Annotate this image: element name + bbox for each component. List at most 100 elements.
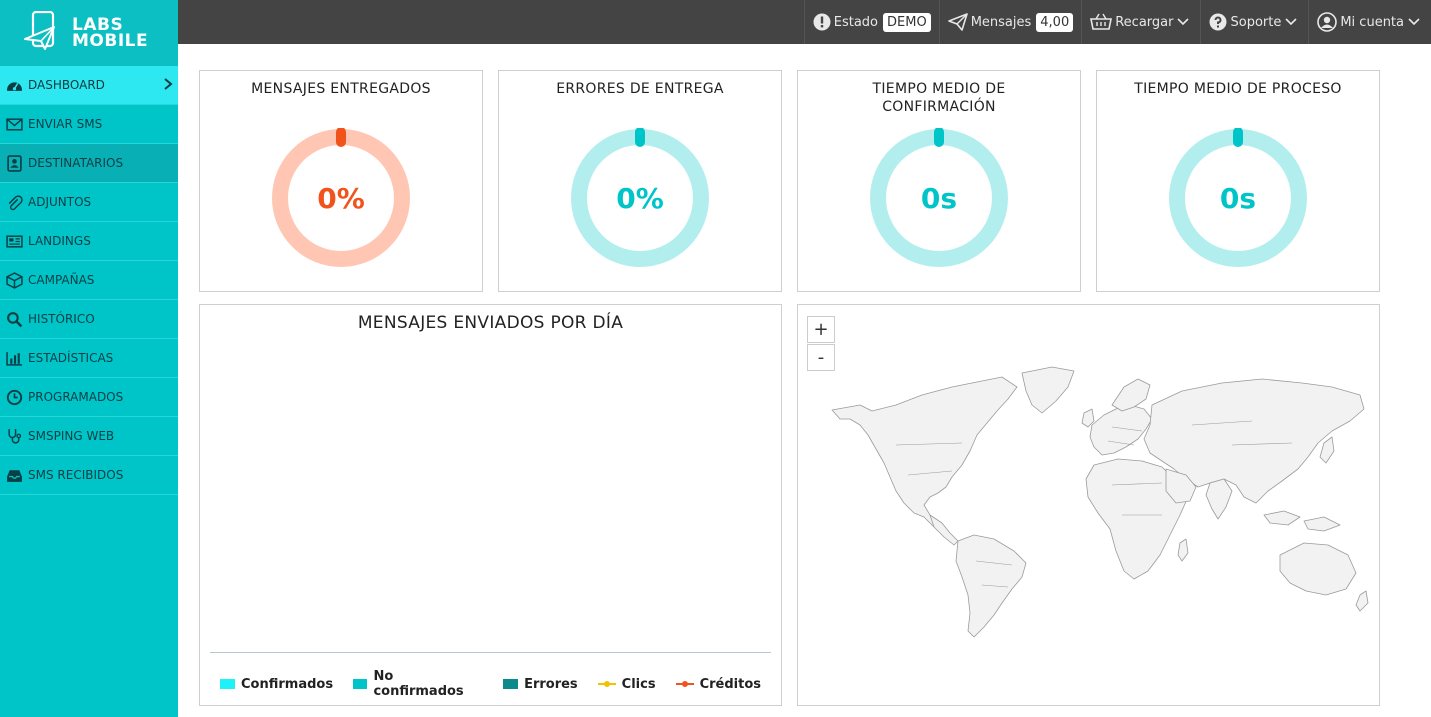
sidebar-item-sms-recibidos[interactable]: SMS RECIBIDOS bbox=[0, 456, 178, 495]
kpi-title: MENSAJES ENTREGADOS bbox=[251, 81, 431, 97]
cuenta-label: Mi cuenta bbox=[1340, 14, 1404, 30]
world-map[interactable] bbox=[812, 365, 1372, 645]
sidebar-item-label: ADJUNTOS bbox=[28, 195, 92, 209]
logo-line-2: MOBILE bbox=[72, 31, 149, 51]
legend-label: Créditos bbox=[699, 676, 761, 692]
chevron-down-icon bbox=[1285, 18, 1297, 26]
chart-title: MENSAJES ENVIADOS POR DÍA bbox=[357, 313, 624, 333]
sidebar-item-label: PROGRAMADOS bbox=[28, 390, 124, 404]
basket-icon bbox=[1090, 13, 1113, 30]
sidebar-item-label: HISTÓRICO bbox=[28, 312, 95, 326]
donut-marker bbox=[635, 128, 645, 147]
sidebar-item-label: ESTADÍSTICAS bbox=[28, 351, 114, 365]
sidebar-item-historico[interactable]: HISTÓRICO bbox=[0, 300, 178, 339]
world-map-card: + - bbox=[797, 304, 1380, 706]
contacts-icon bbox=[4, 153, 24, 173]
logo-line-1: LABS bbox=[72, 15, 124, 35]
kpi-card-tiempo-proceso: TIEMPO MEDIO DE PROCESO 0s bbox=[1096, 70, 1380, 292]
stethoscope-icon bbox=[4, 426, 24, 446]
sidebar-item-estadisticas[interactable]: ESTADÍSTICAS bbox=[0, 339, 178, 378]
donut-marker bbox=[1233, 128, 1243, 147]
estado-badge: DEMO bbox=[883, 12, 931, 32]
sidebar-item-landings[interactable]: LANDINGS bbox=[0, 222, 178, 261]
kpi-title: TIEMPO MEDIO DE PROCESO bbox=[1134, 81, 1342, 97]
sidebar-item-label: CAMPAÑAS bbox=[28, 273, 95, 287]
legend-line-swatch bbox=[675, 679, 694, 689]
kpi-donut bbox=[571, 128, 709, 267]
chevron-right-icon bbox=[164, 78, 173, 90]
alert-icon bbox=[813, 13, 831, 31]
logo-phone-icon bbox=[24, 10, 62, 55]
sidebar-item-programados[interactable]: PROGRAMADOS bbox=[0, 378, 178, 417]
sidebar-item-enviar-sms[interactable]: ENVIAR SMS bbox=[0, 105, 178, 144]
sidebar-item-label: DASHBOARD bbox=[28, 78, 105, 92]
recargar-menu[interactable]: Recargar bbox=[1081, 0, 1200, 44]
chart-legend: Confirmados No confirmados Errores Clics… bbox=[210, 652, 771, 699]
legend-item-creditos[interactable]: Créditos bbox=[675, 676, 761, 692]
kpi-donut bbox=[272, 128, 410, 267]
soporte-menu[interactable]: Soporte bbox=[1200, 0, 1308, 44]
bar-chart-icon bbox=[4, 348, 24, 368]
kpi-title: TIEMPO MEDIO DE CONFIRMACIÓN bbox=[872, 81, 1006, 115]
mensajes-menu[interactable]: Mensajes 4,00 bbox=[938, 0, 1082, 44]
sidebar-item-adjuntos[interactable]: ADJUNTOS bbox=[0, 183, 178, 222]
cuenta-menu[interactable]: Mi cuenta bbox=[1308, 0, 1431, 44]
inbox-icon bbox=[4, 465, 24, 485]
mensajes-badge: 4,00 bbox=[1036, 12, 1074, 32]
dashboard-icon bbox=[4, 75, 24, 95]
estado-menu[interactable]: Estado DEMO bbox=[803, 0, 939, 44]
sidebar-item-label: LANDINGS bbox=[28, 234, 91, 248]
legend-swatch bbox=[220, 679, 235, 689]
kpi-title: ERRORES DE ENTREGA bbox=[556, 81, 724, 97]
legend-label: Confirmados bbox=[241, 676, 334, 692]
legend-swatch bbox=[353, 679, 368, 689]
zoom-out-button[interactable]: - bbox=[807, 344, 835, 371]
kpi-donut bbox=[1169, 128, 1307, 267]
sidebar-item-destinatarios[interactable]: DESTINATARIOS bbox=[0, 144, 178, 183]
search-icon bbox=[4, 309, 24, 329]
box-icon bbox=[4, 270, 24, 290]
logo-text: LABS MOBILE bbox=[72, 15, 149, 51]
topbar: Estado DEMO Mensajes 4,00 Recargar Sopor… bbox=[178, 0, 1431, 44]
kpi-value: 0s bbox=[920, 181, 958, 215]
chevron-down-icon bbox=[1177, 18, 1190, 26]
soporte-label: Soporte bbox=[1230, 14, 1282, 30]
estado-label: Estado bbox=[833, 14, 879, 30]
legend-line-swatch bbox=[597, 679, 616, 689]
legend-item-clics[interactable]: Clics bbox=[597, 676, 656, 692]
legend-item-errores[interactable]: Errores bbox=[503, 677, 578, 692]
sidebar-item-label: DESTINATARIOS bbox=[28, 156, 124, 170]
logo[interactable]: LABS MOBILE bbox=[0, 0, 178, 66]
clock-icon bbox=[4, 387, 24, 407]
sidebar: LABS MOBILE DASHBOARD ENVIAR SMS DESTINA… bbox=[0, 0, 178, 717]
chevron-down-icon bbox=[1408, 18, 1420, 26]
recargar-label: Recargar bbox=[1115, 14, 1174, 30]
legend-label: Errores bbox=[524, 676, 578, 692]
legend-label: Clics bbox=[621, 676, 656, 692]
kpi-card-tiempo-confirmacion: TIEMPO MEDIO DE CONFIRMACIÓN 0s bbox=[797, 70, 1081, 292]
legend-item-confirmados[interactable]: Confirmados bbox=[220, 677, 333, 692]
daily-messages-chart: MENSAJES ENVIADOS POR DÍA Confirmados No… bbox=[199, 304, 782, 706]
zoom-in-button[interactable]: + bbox=[807, 316, 835, 343]
sidebar-item-dashboard[interactable]: DASHBOARD bbox=[0, 66, 178, 105]
legend-item-no-confirmados[interactable]: No confirmados bbox=[353, 669, 483, 699]
sidebar-item-label: SMS RECIBIDOS bbox=[28, 468, 124, 482]
sidebar-item-label: ENVIAR SMS bbox=[28, 117, 103, 131]
paper-plane-icon bbox=[947, 13, 968, 31]
kpi-value: 0% bbox=[317, 181, 365, 215]
mensajes-label: Mensajes bbox=[970, 14, 1032, 30]
kpi-value: 0% bbox=[616, 181, 664, 215]
sidebar-item-smsping-web[interactable]: SMSPING WEB bbox=[0, 417, 178, 456]
sidebar-item-label: SMSPING WEB bbox=[28, 429, 115, 443]
kpi-donut bbox=[870, 128, 1008, 267]
kpi-card-mensajes-entregados: MENSAJES ENTREGADOS 0% bbox=[199, 70, 483, 292]
legend-label: No confirmados bbox=[373, 669, 464, 699]
sidebar-item-campanas[interactable]: CAMPAÑAS bbox=[0, 261, 178, 300]
donut-marker bbox=[934, 128, 944, 147]
legend-swatch bbox=[503, 679, 519, 689]
paperclip-icon bbox=[4, 192, 24, 212]
kpi-card-errores-entrega: ERRORES DE ENTREGA 0% bbox=[498, 70, 782, 292]
help-icon bbox=[1209, 13, 1227, 31]
donut-marker bbox=[336, 128, 346, 147]
kpi-value: 0s bbox=[1219, 181, 1257, 215]
